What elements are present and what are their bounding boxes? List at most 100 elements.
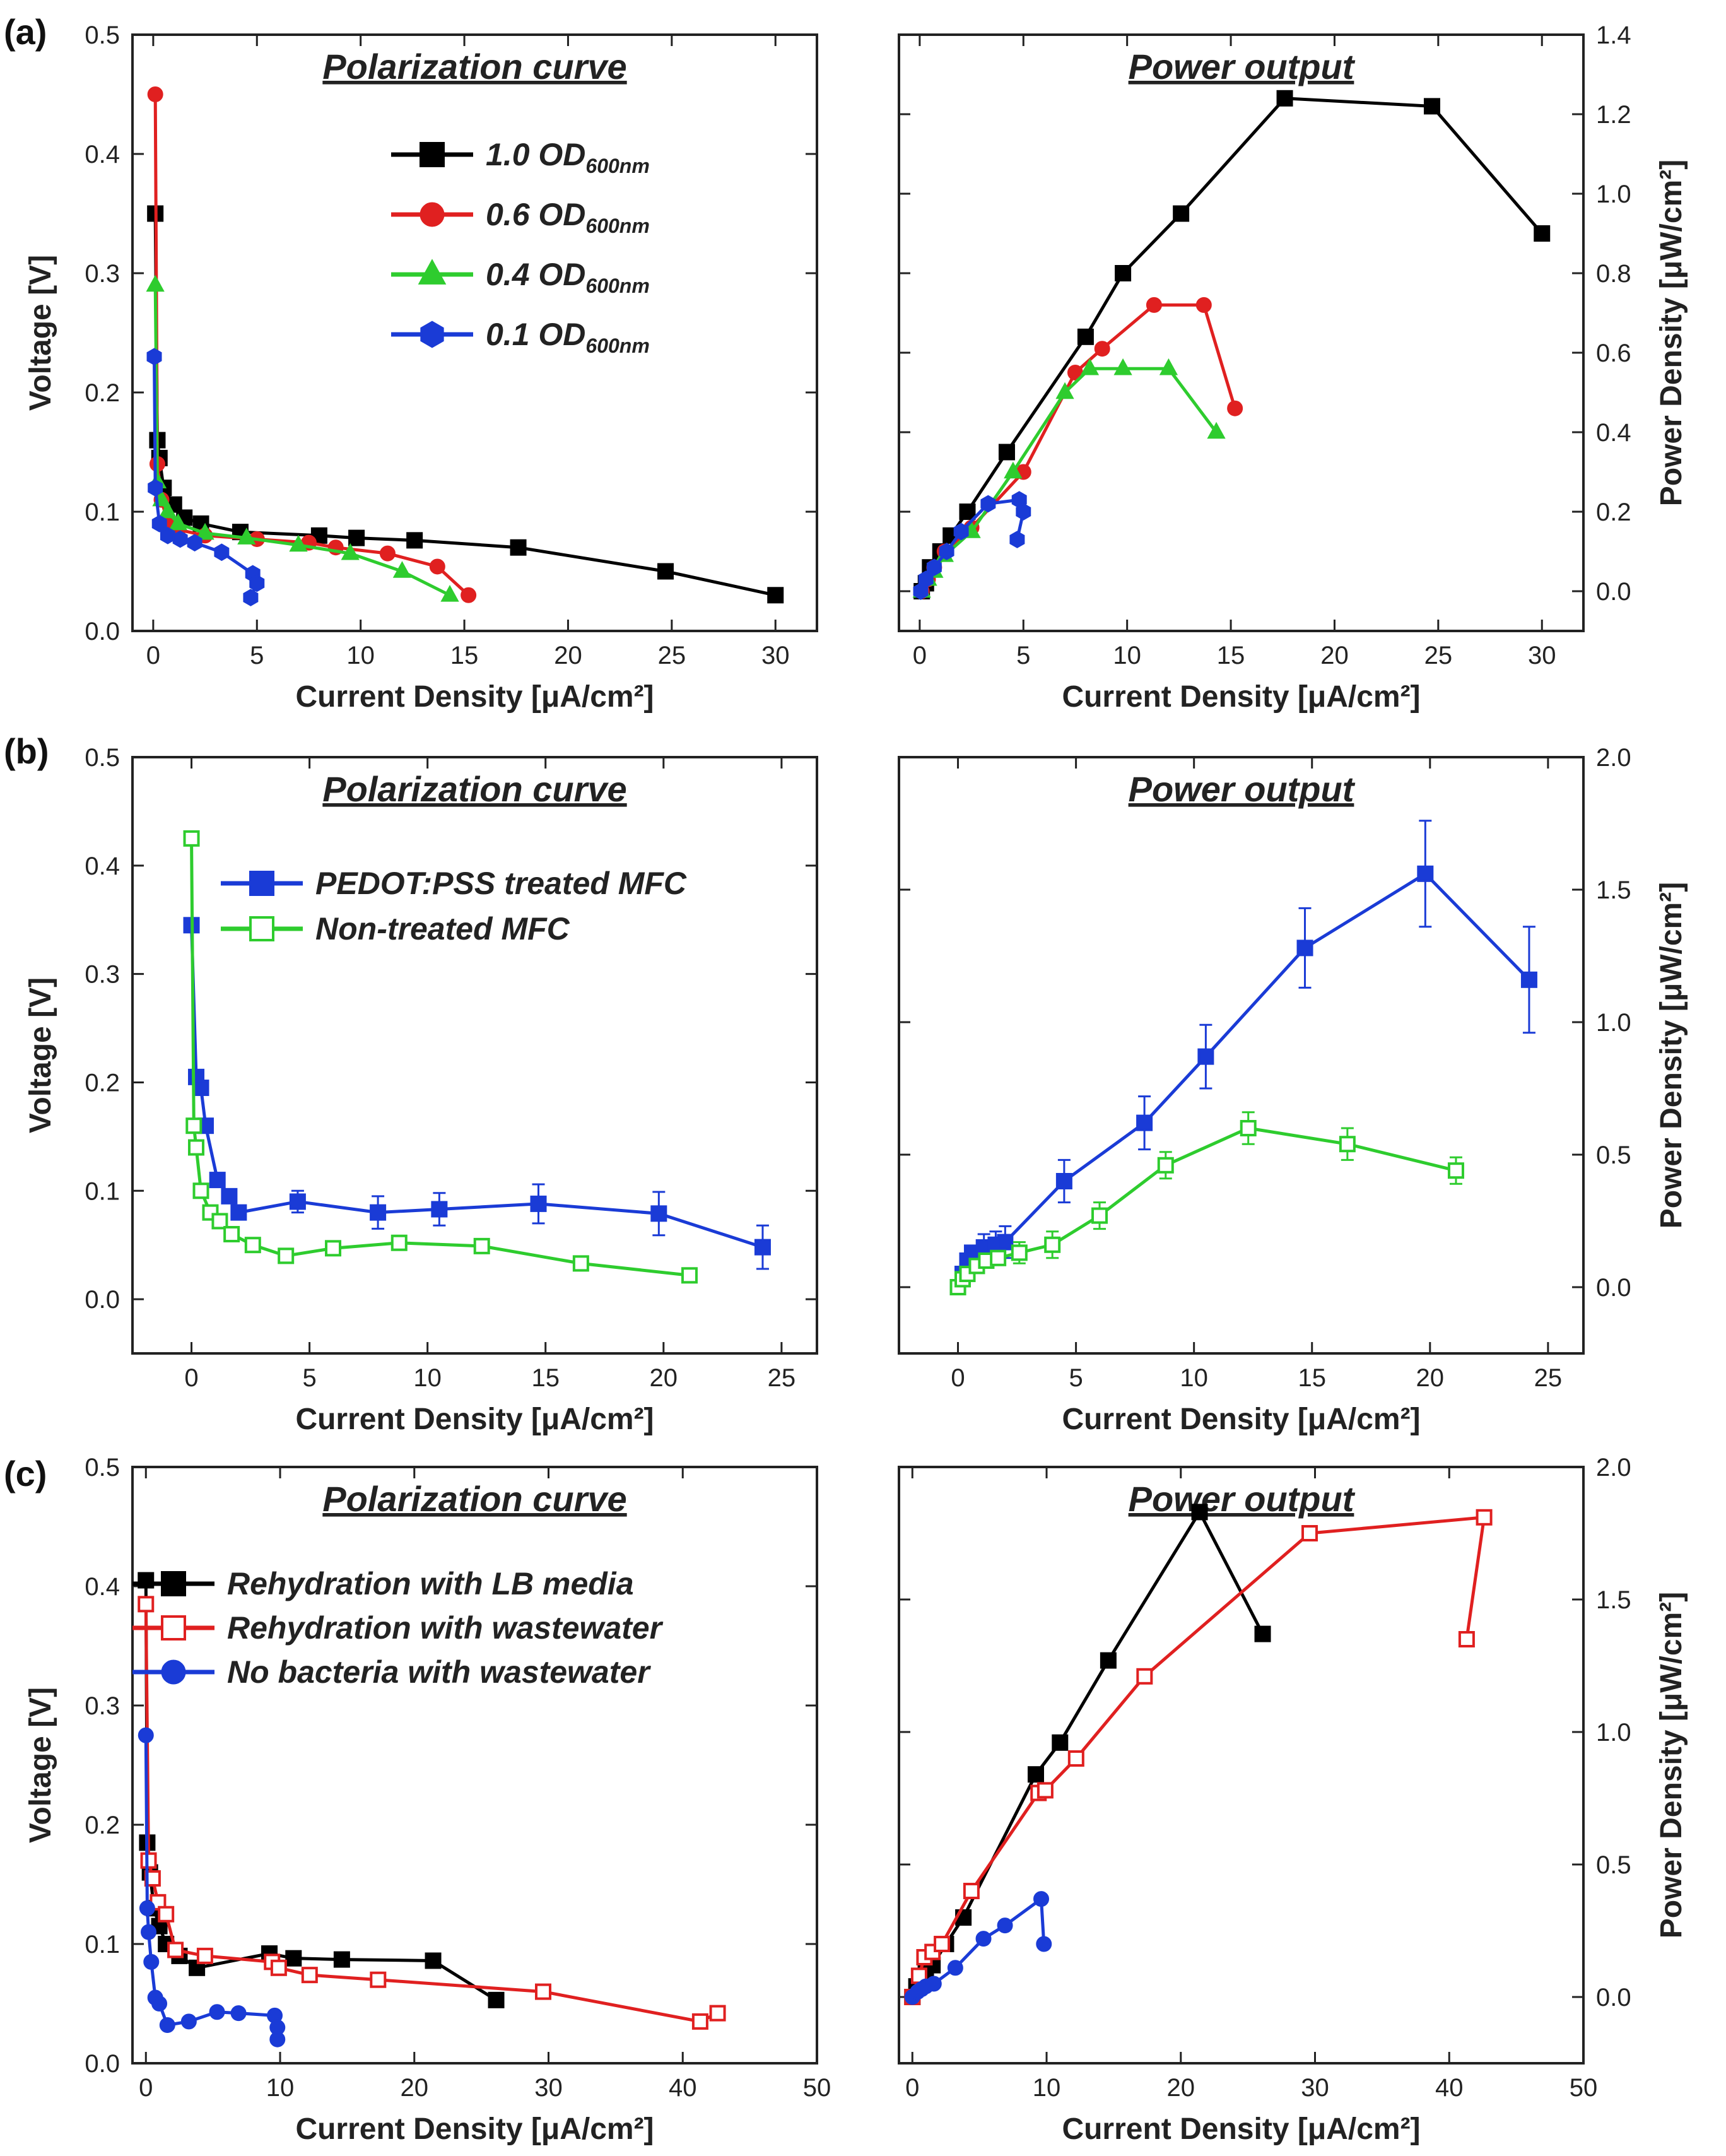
data-point: [151, 515, 167, 533]
x-tick-label: 10: [346, 642, 375, 669]
y-tick-label: 0.4: [1596, 419, 1631, 447]
legend-marker: [161, 1615, 186, 1641]
data-point: [473, 1237, 490, 1254]
legend-entry: 1.0 OD600nm: [486, 137, 650, 177]
x-axis-label: Current Density [μA/cm²]: [1062, 2112, 1420, 2146]
panel-label-b: (b): [4, 731, 49, 771]
chart-a-pol: 0 5 10 15 20 25 30 0.0 0.1 0.2 0.3 0.4 0.5 Polarizati…: [24, 21, 818, 714]
data-point: [1052, 1734, 1069, 1751]
data-point: [488, 1991, 505, 2008]
data-point: [1207, 421, 1226, 439]
data-point: [754, 1239, 771, 1256]
data-point: [289, 534, 308, 552]
series-0-4-od600nm: [146, 274, 459, 602]
y-tick-label: 0.2: [1596, 498, 1631, 526]
x-tick-label: 0: [905, 2074, 919, 2102]
data-point: [390, 1234, 408, 1251]
chart-b-pol: 0 5 10 15 20 25 0.0 0.1 0.2 0.3 0.4 0.5 Polarization…: [24, 744, 818, 1436]
y-tick-label: 0.0: [1596, 1274, 1631, 1302]
data-point: [1195, 297, 1212, 313]
series-line: [144, 1735, 279, 2040]
y-tick-label: 0.1: [85, 498, 120, 526]
data-point: [934, 1936, 951, 1952]
series-rehydration-with-lb-media: [904, 1504, 1271, 2005]
y-tick-label: 0.8: [1596, 260, 1631, 288]
y-tick-label: 0.6: [1596, 339, 1631, 367]
data-point: [1036, 1782, 1054, 1799]
y-axis-label: Voltage [V]: [24, 255, 57, 411]
data-point: [1227, 400, 1243, 416]
x-tick-label: 10: [266, 2074, 295, 2102]
data-point: [925, 1976, 942, 1992]
data-point: [209, 2004, 225, 2020]
panel-label-c: (c): [4, 1454, 47, 1493]
data-point: [998, 444, 1015, 461]
data-point: [1296, 940, 1313, 957]
data-point: [168, 513, 187, 531]
legend-marker: [161, 1659, 186, 1685]
data-point: [440, 584, 459, 602]
y-tick-label: 0.0: [85, 1286, 120, 1314]
x-tick-label: 25: [768, 1364, 796, 1392]
panel-label-a: (a): [4, 12, 47, 52]
data-point: [147, 86, 163, 102]
x-tick-label: 10: [413, 1364, 442, 1392]
data-point: [980, 495, 996, 513]
data-point: [461, 587, 477, 603]
series-no-bacteria-with-wastewater: [904, 1891, 1052, 2005]
data-point: [1036, 1936, 1052, 1952]
data-point: [926, 558, 942, 577]
legend-entry: Rehydration with wastewater: [227, 1610, 664, 1646]
x-tick-label: 20: [554, 642, 582, 669]
chart-c-pow: 0 10 20 30 40 50 0.0 0.5 1.0 1.5 2.0 Power output Cu…: [898, 1454, 1688, 2146]
legend-entry: 0.1 OD600nm: [486, 317, 650, 357]
y-tick-label: 0.1: [85, 1931, 120, 1959]
data-point: [1113, 358, 1132, 375]
series-1-0-od600nm: [913, 90, 1551, 599]
data-point: [1339, 1136, 1356, 1153]
plot-frame: [131, 33, 818, 632]
data-point: [158, 1906, 175, 1923]
series-rehydration-with-wastewater: [138, 1596, 726, 2030]
data-point: [180, 2013, 197, 2030]
series-non-treated-mfc: [949, 1111, 1464, 1295]
data-point: [1417, 865, 1434, 882]
x-tick-label: 25: [658, 642, 686, 669]
x-axis-label: Current Density [μA/cm²]: [295, 2112, 654, 2146]
y-tick-label: 1.5: [1596, 876, 1631, 904]
data-point: [160, 526, 175, 545]
x-axis-label: Current Density [μA/cm²]: [1062, 1403, 1420, 1436]
y-tick-label: 0.5: [1596, 1141, 1631, 1169]
data-point: [1091, 1207, 1108, 1224]
x-tick-label: 10: [1113, 642, 1141, 669]
x-tick-label: 20: [401, 2074, 429, 2102]
data-point: [959, 504, 976, 520]
y-tick-label: 0.2: [85, 379, 120, 407]
x-tick-label: 25: [1424, 642, 1453, 669]
x-tick-label: 20: [650, 1364, 678, 1392]
legend-marker: [418, 259, 447, 285]
data-point: [1146, 297, 1162, 313]
data-point: [939, 543, 954, 560]
y-tick-label: 0.0: [1596, 1984, 1631, 2012]
data-point: [530, 1195, 547, 1212]
data-point: [1094, 341, 1110, 357]
x-tick-label: 5: [1069, 1364, 1083, 1392]
x-tick-label: 0: [913, 642, 927, 669]
y-tick-label: 2.0: [1596, 1454, 1631, 1482]
data-point: [146, 274, 165, 292]
data-point: [211, 1213, 228, 1230]
data-point: [709, 2005, 726, 2022]
data-point: [325, 1240, 342, 1257]
data-point: [1016, 503, 1031, 521]
data-point: [691, 2013, 708, 2030]
data-point: [1301, 1525, 1318, 1541]
y-tick-label: 0.2: [85, 1069, 120, 1097]
data-point: [431, 1201, 448, 1218]
y-axis-label: Power Density [μW/cm²]: [1655, 160, 1688, 506]
y-tick-label: 0.2: [85, 1811, 120, 1839]
y-tick-label: 2.0: [1596, 744, 1631, 772]
data-point: [192, 1182, 209, 1199]
data-point: [143, 1953, 160, 1970]
x-tick-label: 5: [302, 1364, 316, 1392]
